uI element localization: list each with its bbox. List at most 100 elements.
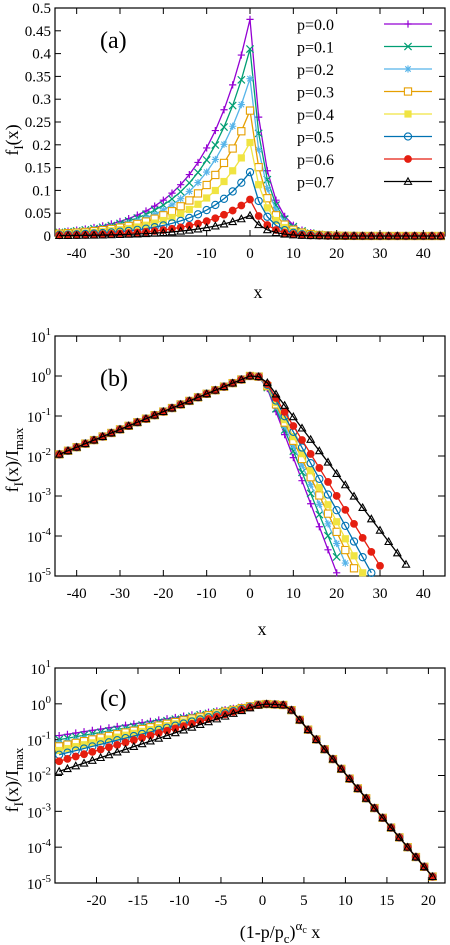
panel-b-point bbox=[314, 446, 324, 455]
panel-b-point bbox=[350, 552, 358, 560]
panel-a-point bbox=[263, 221, 272, 229]
panel-b-point bbox=[298, 477, 306, 485]
panel-a-point bbox=[185, 196, 194, 205]
panel-a-point bbox=[366, 231, 376, 240]
panel-c-point bbox=[286, 705, 297, 714]
panel-b-point bbox=[341, 535, 349, 543]
panel-a-xtick-label: -30 bbox=[110, 246, 130, 262]
panel-b-xtick-label: 20 bbox=[329, 586, 344, 602]
panel-a-point bbox=[237, 127, 246, 136]
panel-b-point bbox=[80, 438, 90, 448]
panel-b-point bbox=[315, 464, 324, 472]
panel-a-ytick-label: 0.3 bbox=[32, 92, 51, 108]
panel-a-point bbox=[194, 178, 202, 187]
panel-a-ytick-label: 0 bbox=[44, 229, 52, 245]
panel-b-series-line bbox=[59, 375, 381, 567]
panel-b-xtick-label: -30 bbox=[110, 586, 130, 602]
legend-marker bbox=[403, 42, 413, 51]
panel-c-point bbox=[262, 699, 272, 708]
panel-c-point bbox=[180, 718, 188, 726]
panel-b-point bbox=[150, 410, 160, 419]
panel-a-point bbox=[254, 196, 263, 206]
panel-a-point bbox=[132, 229, 142, 238]
panel-b-point bbox=[115, 424, 125, 433]
panel-c-point bbox=[87, 755, 97, 764]
panel-b-point bbox=[315, 500, 323, 508]
panel-b-point bbox=[288, 412, 298, 421]
panel-a-point bbox=[203, 144, 211, 152]
panel-c-point bbox=[386, 822, 396, 832]
panel-a-point bbox=[63, 230, 73, 239]
panel-a-point bbox=[211, 200, 220, 210]
panel-b-point bbox=[298, 461, 306, 469]
panel-c-xtick-label: 0 bbox=[259, 893, 267, 909]
panel-b-point bbox=[333, 518, 341, 526]
panel-a-point bbox=[176, 187, 185, 196]
panel-a-point bbox=[237, 178, 246, 187]
panel-a-point bbox=[133, 223, 141, 231]
panel-b-point bbox=[89, 435, 99, 444]
panel-c-point bbox=[353, 783, 363, 792]
panel-a-point bbox=[254, 220, 264, 229]
panel-a-point bbox=[255, 181, 263, 189]
panel-b-point bbox=[228, 378, 238, 387]
panel-b-point bbox=[254, 371, 264, 381]
panel-b-point bbox=[306, 434, 316, 443]
legend-entry: p=0.3 bbox=[297, 85, 334, 102]
panel-a-xtick-label: -40 bbox=[67, 246, 87, 262]
panel-c-xtick-label: -20 bbox=[86, 893, 106, 909]
panel-a-point bbox=[202, 217, 211, 226]
panel-c-point bbox=[80, 750, 88, 759]
panel-a-point bbox=[401, 231, 411, 240]
panel-a-point bbox=[168, 189, 176, 197]
panel-a-point bbox=[151, 202, 159, 210]
panel-b-point bbox=[324, 478, 332, 486]
panel-a-point bbox=[410, 231, 420, 240]
panel-a-point bbox=[220, 106, 228, 114]
panel-a-point bbox=[228, 144, 237, 153]
panel-b-point bbox=[324, 546, 332, 554]
panel-b-point bbox=[271, 389, 281, 398]
panel-b-point bbox=[367, 568, 376, 577]
panel-a-point bbox=[167, 227, 177, 236]
panel-a-point bbox=[185, 205, 193, 214]
panel-c-point bbox=[138, 727, 146, 736]
panel-a-point bbox=[219, 158, 229, 168]
panel-c-point bbox=[171, 720, 179, 728]
panel-a-point bbox=[159, 196, 167, 204]
panel-c-xtick-label: -15 bbox=[128, 893, 148, 909]
panel-c-point bbox=[220, 711, 230, 720]
panel-b-point bbox=[98, 431, 108, 440]
panel-b-point bbox=[324, 501, 332, 509]
panel-c-point bbox=[419, 862, 429, 871]
panel-b-point bbox=[272, 398, 280, 407]
panel-a-point bbox=[167, 207, 177, 216]
panel-a-point bbox=[228, 216, 238, 226]
panel-b-point bbox=[332, 506, 341, 515]
panel-b-point bbox=[193, 392, 203, 401]
panel-b-point bbox=[315, 474, 324, 484]
panel-a-ytick-label: 0.05 bbox=[25, 206, 51, 222]
panel-a-point bbox=[255, 113, 263, 121]
panel-c-point bbox=[228, 708, 238, 717]
panel-a-point bbox=[229, 167, 237, 175]
panel-b-ytick-label: 10-5 bbox=[27, 566, 52, 586]
panel-c-point bbox=[278, 700, 288, 709]
panel-a-ytick-label: 0.4 bbox=[32, 47, 51, 63]
panel-a-point bbox=[306, 230, 316, 240]
panel-c-point bbox=[394, 832, 404, 841]
panel-b-point bbox=[245, 371, 255, 380]
panel-c-point bbox=[187, 722, 197, 731]
panel-b-point bbox=[349, 491, 359, 500]
panel-b-point bbox=[210, 385, 220, 394]
panel-a-point bbox=[193, 210, 203, 219]
panel-a-point bbox=[245, 210, 255, 219]
panel-c-xlabel: (1-p/pc)αc x bbox=[240, 918, 321, 945]
panel-b-point bbox=[333, 569, 341, 577]
panel-c-ytick-label: 100 bbox=[31, 694, 52, 714]
panel-a-point bbox=[246, 138, 254, 147]
panel-c-point bbox=[428, 871, 438, 881]
panel-a-point bbox=[211, 214, 220, 223]
panel-b-point bbox=[349, 564, 359, 573]
